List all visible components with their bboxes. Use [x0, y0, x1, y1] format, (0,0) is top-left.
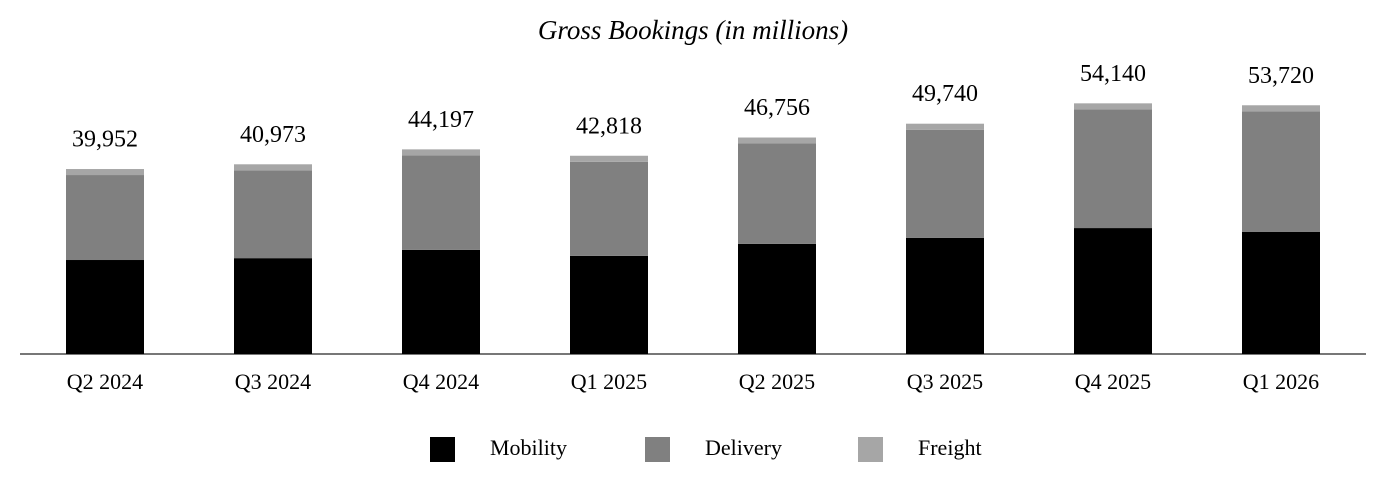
total-label: 53,720 — [1248, 63, 1314, 89]
bar-segment — [906, 123, 984, 130]
bar-segment — [1074, 228, 1152, 354]
bar-segment — [402, 155, 480, 250]
legend-label: Mobility — [490, 435, 567, 460]
bar-segment — [1074, 103, 1152, 110]
bar-segment — [234, 164, 312, 171]
legend-label: Freight — [918, 435, 982, 460]
bar-segment — [1242, 105, 1320, 112]
bar-segment — [402, 249, 480, 354]
bar-segment — [906, 237, 984, 354]
bar-segment — [570, 161, 648, 256]
bar-segment — [570, 155, 648, 162]
bar-segment — [1242, 231, 1320, 354]
bar-segment — [1074, 109, 1152, 229]
total-label: 49,740 — [912, 81, 978, 107]
x-tick-label: Q1 2025 — [571, 369, 647, 394]
bar-segment — [738, 143, 816, 244]
bar-segment — [570, 255, 648, 354]
chart-title: Gross Bookings (in millions) — [538, 15, 848, 45]
x-tick-label: Q2 2025 — [739, 369, 815, 394]
total-label: 39,952 — [72, 127, 138, 153]
bar-segment — [234, 170, 312, 259]
total-label: 54,140 — [1080, 61, 1146, 87]
x-tick-label: Q4 2025 — [1075, 369, 1151, 394]
legend-swatch — [858, 437, 883, 462]
x-tick-label: Q2 2024 — [67, 369, 143, 394]
bar-segment — [738, 137, 816, 144]
bar-segment — [66, 169, 144, 176]
legend-swatch — [430, 437, 455, 462]
x-tick-label: Q4 2024 — [403, 369, 479, 394]
x-tick-label: Q3 2025 — [907, 369, 983, 394]
bar-segment — [66, 260, 144, 354]
legend-swatch — [645, 437, 670, 462]
bar-segment — [1242, 111, 1320, 232]
bar-segment — [906, 129, 984, 238]
bar-segment — [66, 175, 144, 261]
total-label: 40,973 — [240, 122, 306, 148]
bar-segment — [738, 243, 816, 354]
total-label: 46,756 — [744, 95, 810, 121]
legend-label: Delivery — [705, 435, 782, 460]
bar-segment — [402, 149, 480, 156]
bar-segment — [234, 258, 312, 354]
total-label: 42,818 — [576, 113, 642, 139]
x-tick-label: Q1 2026 — [1243, 369, 1319, 394]
x-tick-label: Q3 2024 — [235, 369, 311, 394]
total-label: 44,197 — [408, 107, 474, 133]
